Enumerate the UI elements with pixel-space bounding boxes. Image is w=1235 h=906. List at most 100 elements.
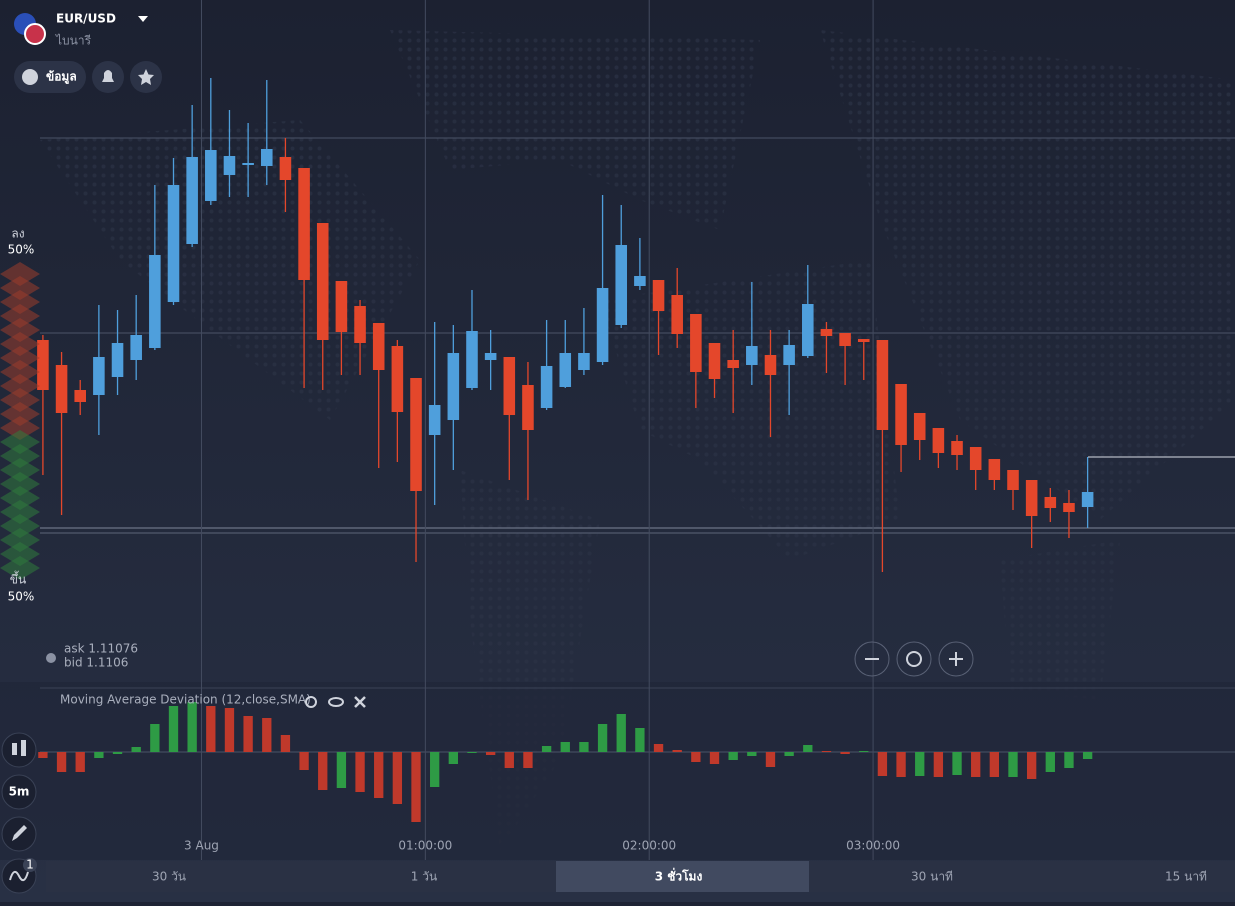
sentiment-down bbox=[0, 346, 40, 370]
period-tab[interactable] bbox=[556, 861, 809, 892]
histogram-bar bbox=[56, 752, 67, 772]
period-tab[interactable] bbox=[1063, 861, 1235, 892]
candle-body bbox=[634, 276, 646, 286]
histogram-bar bbox=[1064, 752, 1074, 768]
candle-body bbox=[1063, 503, 1075, 512]
histogram-bar bbox=[243, 716, 253, 752]
center-button[interactable] bbox=[896, 641, 932, 677]
histogram-bar bbox=[877, 752, 888, 776]
histogram-bar bbox=[635, 728, 645, 752]
candle-body bbox=[223, 156, 236, 175]
histogram-bar bbox=[1045, 752, 1055, 772]
candle-body bbox=[690, 314, 702, 372]
histogram-bar bbox=[784, 752, 794, 756]
histogram-bar bbox=[168, 706, 179, 752]
candle-body bbox=[111, 343, 124, 377]
period-label: 30 วัน bbox=[152, 870, 186, 884]
candle-body bbox=[522, 385, 534, 430]
sentiment-up bbox=[0, 486, 40, 510]
help-icon[interactable] bbox=[46, 653, 56, 663]
histogram-bar bbox=[112, 752, 123, 754]
bell-icon bbox=[102, 70, 114, 82]
close-icon[interactable] bbox=[354, 696, 366, 708]
candle-body bbox=[857, 339, 870, 342]
flag-us bbox=[24, 23, 46, 45]
histogram-bar bbox=[392, 752, 403, 804]
candle-body bbox=[671, 295, 683, 334]
zoom-out[interactable] bbox=[854, 641, 890, 677]
candle-body bbox=[55, 365, 68, 413]
candle-body bbox=[260, 149, 273, 166]
target-icon bbox=[906, 651, 922, 667]
histogram-bar bbox=[597, 724, 608, 752]
candle-body bbox=[130, 335, 142, 360]
settings-icon[interactable] bbox=[305, 696, 317, 708]
sentiment-up bbox=[0, 514, 40, 538]
candle-body bbox=[783, 345, 795, 365]
candle-body bbox=[316, 223, 329, 340]
period-label: 1 วัน bbox=[411, 870, 437, 884]
candle-body bbox=[335, 281, 348, 332]
candle-body bbox=[74, 390, 87, 402]
candle-body bbox=[708, 343, 721, 379]
candle-body bbox=[652, 280, 665, 311]
sentiment-up bbox=[0, 458, 40, 482]
histogram-bar bbox=[560, 742, 570, 752]
sentiment-down bbox=[0, 374, 40, 398]
candle-body bbox=[1081, 492, 1094, 507]
candle-body bbox=[93, 357, 105, 395]
sentiment-down bbox=[0, 360, 40, 384]
symbol-dropdown[interactable] bbox=[138, 16, 148, 22]
candle-body bbox=[503, 357, 516, 415]
candle-body bbox=[1025, 480, 1038, 516]
sentiment-down bbox=[0, 262, 40, 286]
histogram-bar bbox=[504, 752, 514, 768]
histogram-bar bbox=[971, 752, 981, 777]
histogram-bar bbox=[485, 752, 496, 755]
timeframe-button[interactable] bbox=[1, 774, 37, 810]
sentiment-up bbox=[0, 500, 40, 524]
candle-body bbox=[951, 441, 963, 455]
up-label: ขึ้น bbox=[10, 571, 26, 587]
histogram-bar bbox=[616, 714, 626, 752]
histogram-bar bbox=[989, 752, 1000, 777]
candle-body bbox=[746, 346, 758, 365]
info-button[interactable] bbox=[14, 61, 86, 93]
up-pct: 50% bbox=[8, 590, 35, 604]
down-pct: 50% bbox=[8, 243, 35, 257]
candle-body bbox=[279, 157, 292, 180]
candle-body bbox=[913, 413, 926, 440]
candle-body bbox=[205, 150, 217, 201]
candle-body bbox=[839, 333, 851, 346]
sentiment-down bbox=[0, 304, 40, 328]
candle-body bbox=[466, 331, 478, 388]
visibility-icon[interactable] bbox=[328, 697, 344, 707]
zoom-in[interactable] bbox=[938, 641, 974, 677]
candle-body bbox=[410, 378, 422, 491]
candle-body bbox=[1044, 497, 1057, 508]
histogram-bar bbox=[38, 752, 48, 758]
histogram-bar bbox=[691, 752, 701, 762]
candle-body bbox=[932, 428, 945, 453]
histogram-bar bbox=[150, 724, 160, 752]
chart-type-button[interactable] bbox=[1, 732, 37, 768]
candle-body bbox=[186, 157, 198, 244]
candle-body bbox=[428, 405, 441, 435]
histogram-bar bbox=[187, 702, 197, 752]
candle-body bbox=[876, 340, 889, 430]
candle-body bbox=[540, 366, 553, 408]
histogram-bar bbox=[1008, 752, 1018, 777]
candle-icon bbox=[21, 740, 26, 756]
candle-body bbox=[969, 447, 982, 470]
histogram-bar bbox=[728, 752, 738, 760]
candle-body bbox=[167, 185, 180, 302]
sentiment-up bbox=[0, 472, 40, 496]
sentiment-down bbox=[0, 276, 40, 300]
left-toolbar: 5m 1 bbox=[1, 732, 37, 894]
symbol[interactable]: EUR/USD bbox=[56, 12, 116, 26]
histogram-bar bbox=[821, 751, 832, 752]
histogram-bar bbox=[224, 708, 235, 752]
candle-body bbox=[149, 255, 161, 348]
histogram-bar bbox=[430, 752, 440, 787]
